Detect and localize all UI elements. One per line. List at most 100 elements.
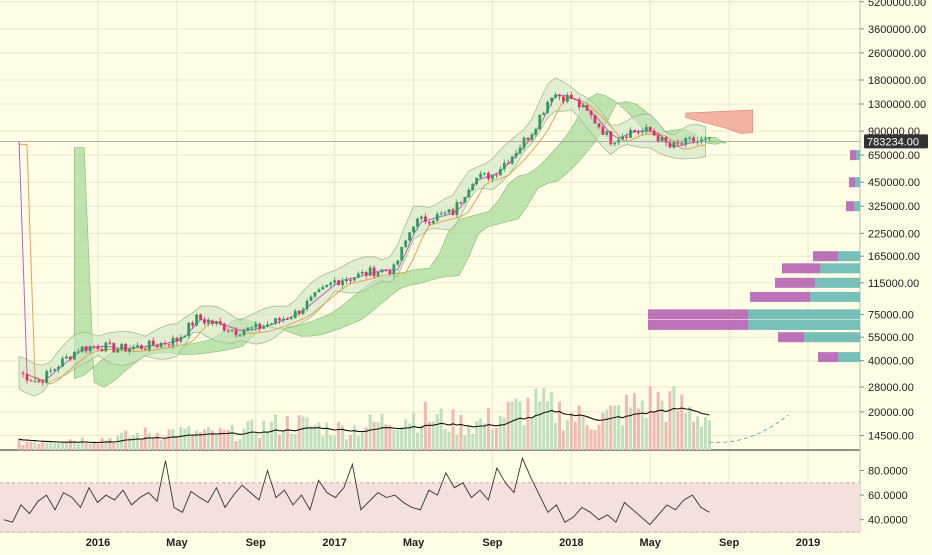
volume-bar bbox=[388, 425, 392, 450]
candle-body bbox=[143, 348, 147, 350]
volume-bar bbox=[234, 441, 238, 450]
volume-bar bbox=[250, 419, 254, 450]
volume-bar bbox=[688, 406, 692, 450]
moving-average-slow bbox=[19, 97, 706, 385]
volume-bar bbox=[593, 429, 597, 450]
volume-bar bbox=[116, 436, 120, 450]
volume-bar bbox=[206, 427, 210, 450]
volume-profile-bar-right bbox=[815, 277, 860, 288]
candle-body bbox=[471, 184, 475, 191]
candle-body bbox=[207, 320, 210, 324]
y-tick-label: 115000.00 bbox=[868, 278, 919, 290]
x-tick-label: May bbox=[640, 537, 662, 549]
candle-body bbox=[672, 142, 676, 148]
candle-body bbox=[696, 141, 699, 143]
rsi-line bbox=[3, 456, 710, 526]
volume-bar bbox=[490, 429, 494, 450]
candle-body bbox=[92, 346, 96, 348]
volume-bar bbox=[132, 435, 135, 450]
volume-bar bbox=[534, 388, 538, 450]
volume-bar bbox=[451, 409, 455, 450]
volume-bar bbox=[400, 427, 404, 450]
volume-bar bbox=[333, 436, 337, 450]
candle-body bbox=[412, 226, 415, 233]
volume-bar bbox=[692, 421, 696, 450]
candle-body bbox=[167, 344, 171, 346]
volume-bar bbox=[427, 421, 431, 450]
candle-body bbox=[120, 343, 124, 350]
volume-bar bbox=[518, 401, 522, 450]
candle-body bbox=[704, 138, 707, 140]
volume-bar bbox=[258, 437, 262, 450]
candle-body bbox=[151, 340, 155, 346]
candle-body bbox=[250, 327, 254, 329]
volume-bar bbox=[309, 426, 313, 450]
volume-bar bbox=[703, 416, 707, 450]
candle-body bbox=[281, 318, 285, 321]
candle-body bbox=[352, 277, 356, 281]
x-tick-label: May bbox=[166, 537, 188, 549]
volume-bar bbox=[510, 401, 514, 450]
y-tick-label: 325000.00 bbox=[868, 201, 920, 213]
volume-bar bbox=[696, 416, 700, 450]
volume-bar bbox=[676, 410, 680, 450]
candle-body bbox=[139, 345, 143, 349]
volume-profile-bar-left bbox=[850, 150, 856, 161]
candle-body bbox=[226, 330, 230, 332]
candle-body bbox=[65, 356, 68, 359]
candle-body bbox=[57, 366, 60, 369]
volume-bar bbox=[368, 414, 372, 450]
candle-body bbox=[191, 322, 195, 326]
candle-body bbox=[467, 190, 471, 198]
candle-body bbox=[234, 329, 238, 336]
volume-bar bbox=[526, 397, 530, 450]
candle-body bbox=[238, 335, 242, 337]
volume-bar bbox=[33, 442, 37, 450]
candle-body bbox=[700, 139, 703, 142]
candle-body bbox=[104, 342, 108, 352]
volume-bar bbox=[230, 424, 234, 450]
volume-bar bbox=[45, 442, 49, 450]
candle-body bbox=[388, 270, 392, 275]
volume-profile-bar-right bbox=[855, 177, 860, 188]
volume-bar bbox=[404, 419, 408, 450]
candle-body bbox=[76, 351, 80, 353]
candle-body bbox=[459, 202, 463, 204]
candle-body bbox=[613, 142, 617, 145]
volume-bar bbox=[171, 429, 175, 450]
candle-body bbox=[475, 177, 479, 185]
volume-bar bbox=[680, 394, 684, 450]
volume-bar bbox=[542, 388, 546, 450]
volume-bar bbox=[277, 434, 281, 450]
candle-body bbox=[80, 346, 84, 352]
candle-body bbox=[360, 271, 364, 274]
candle-body bbox=[258, 323, 262, 329]
volume-bar bbox=[195, 430, 199, 450]
y-tick-label: 225000.00 bbox=[868, 228, 920, 240]
candle-body bbox=[427, 221, 431, 224]
candle-body bbox=[408, 232, 412, 241]
volume-bar bbox=[128, 437, 132, 450]
volume-bar bbox=[108, 437, 112, 450]
candle-body bbox=[644, 127, 648, 131]
candle-body bbox=[483, 172, 486, 174]
candle-body bbox=[589, 110, 593, 115]
candle-body bbox=[147, 340, 151, 350]
volume-bar bbox=[577, 405, 581, 450]
x-tick-label: 2019 bbox=[796, 537, 820, 549]
candle-body bbox=[447, 209, 451, 213]
y-tick-label: 450000.00 bbox=[868, 177, 920, 189]
volume-bar bbox=[163, 438, 167, 450]
candle-body bbox=[664, 136, 668, 143]
volume-profile-bar-right bbox=[838, 251, 860, 262]
volume-bar bbox=[632, 393, 636, 450]
volume-bar bbox=[483, 423, 487, 450]
candle-body bbox=[562, 96, 565, 102]
x-tick-label: Sep bbox=[482, 537, 502, 549]
candle-body bbox=[506, 162, 510, 164]
candle-body bbox=[222, 323, 226, 331]
price-badge-box bbox=[864, 134, 928, 149]
candle-body bbox=[526, 137, 530, 140]
candle-body bbox=[558, 94, 561, 97]
volume-bar bbox=[167, 429, 171, 450]
